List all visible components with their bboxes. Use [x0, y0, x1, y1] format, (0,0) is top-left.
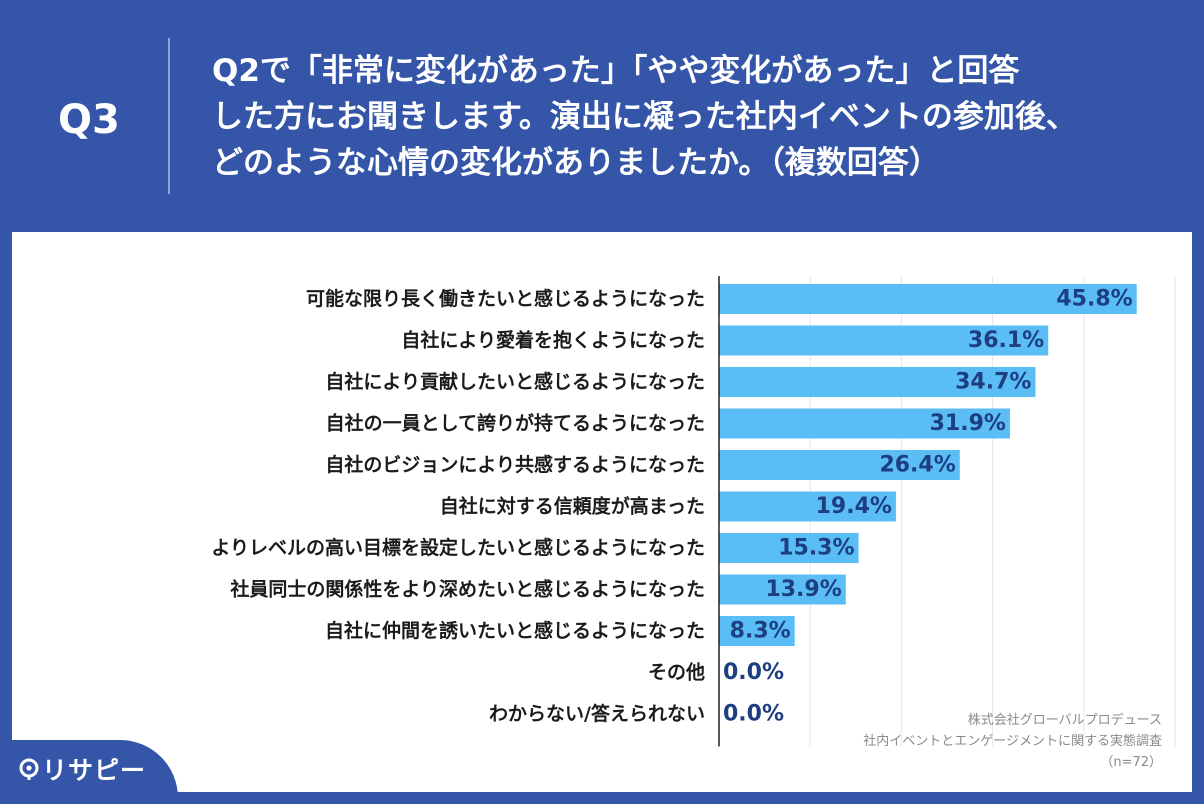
category-label: 自社に仲間を誘いたいと感じるようになった [325, 619, 705, 642]
category-label: 社員同士の関係性をより深めたいと感じるようになった [229, 578, 705, 601]
chart-panel: 可能な限り長く働きたいと感じるようになった 45.8% 自社により愛着を抱くようにな… [12, 232, 1192, 792]
category-label: 可能な限り長く働きたいと感じるようになった [306, 287, 705, 310]
question-line: した方にお聞きします。演出に凝った社内イベントの参加後、 [212, 99, 1077, 135]
value-label: 34.7% [955, 370, 1031, 395]
value-label: 0.0% [723, 660, 784, 685]
category-label: 自社により愛着を抱くようになった [401, 329, 705, 352]
question-line: どのような心情の変化がありましたか。（複数回答） [212, 145, 940, 181]
bar [719, 616, 795, 646]
question-text: Q2で「非常に変化があった」「やや変化があった」と回答 した方にお聞きします。演… [212, 48, 1172, 186]
bar [719, 367, 1036, 397]
bar [719, 491, 896, 522]
question-number: Q3 [58, 97, 120, 143]
category-label: 自社の一員として誇りが持てるようになった [326, 412, 705, 435]
source-credit: 株式会社グローバルプロデュース 社内イベントとエンゲージメントに関する実態調査 … [762, 710, 1162, 773]
value-label: 13.9% [765, 577, 841, 602]
value-label: 8.3% [730, 619, 791, 644]
category-label: わからない/答えられない [489, 702, 705, 725]
credit-survey: 社内イベントとエンゲージメントに関する実態調査 [863, 734, 1162, 749]
bar [719, 533, 859, 563]
bar [719, 408, 1010, 439]
value-label: 36.1% [968, 328, 1044, 353]
value-label: 15.3% [778, 536, 854, 561]
logo-tab [0, 740, 178, 804]
value-label: 26.4% [879, 453, 955, 478]
bar [719, 284, 1137, 314]
logo-wordmark: リサピー [42, 756, 147, 785]
category-label: よりレベルの高い目標を設定したいと感じるようになった [211, 536, 705, 559]
value-label: 0.0% [723, 702, 784, 727]
credit-sample-size: （n=72） [1100, 755, 1162, 770]
category-label: 自社のビジョンにより共感するようになった [325, 453, 705, 476]
credit-company: 株式会社グローバルプロデュース [967, 713, 1162, 728]
bar [719, 574, 846, 605]
header-band: Q3 Q2で「非常に変化があった」「やや変化があった」と回答 した方にお聞きしま… [0, 0, 1204, 232]
bar [719, 450, 960, 480]
category-label: その他 [648, 661, 705, 684]
bar-chart: 可能な限り長く働きたいと感じるようになった 45.8% 自社により愛着を抱くようにな… [211, 276, 1176, 747]
map-pin-icon [19, 758, 39, 780]
value-label: 31.9% [930, 411, 1006, 436]
value-label: 45.8% [1056, 287, 1132, 312]
category-label: 自社に対する信頼度が高まった [440, 495, 705, 518]
category-label: 自社により貢献したいと感じるようになった [325, 370, 705, 393]
header-divider [168, 38, 170, 194]
bar [719, 325, 1049, 356]
value-label: 19.4% [816, 494, 892, 519]
question-line: Q2で「非常に変化があった」「やや変化があった」と回答 [212, 53, 1020, 89]
